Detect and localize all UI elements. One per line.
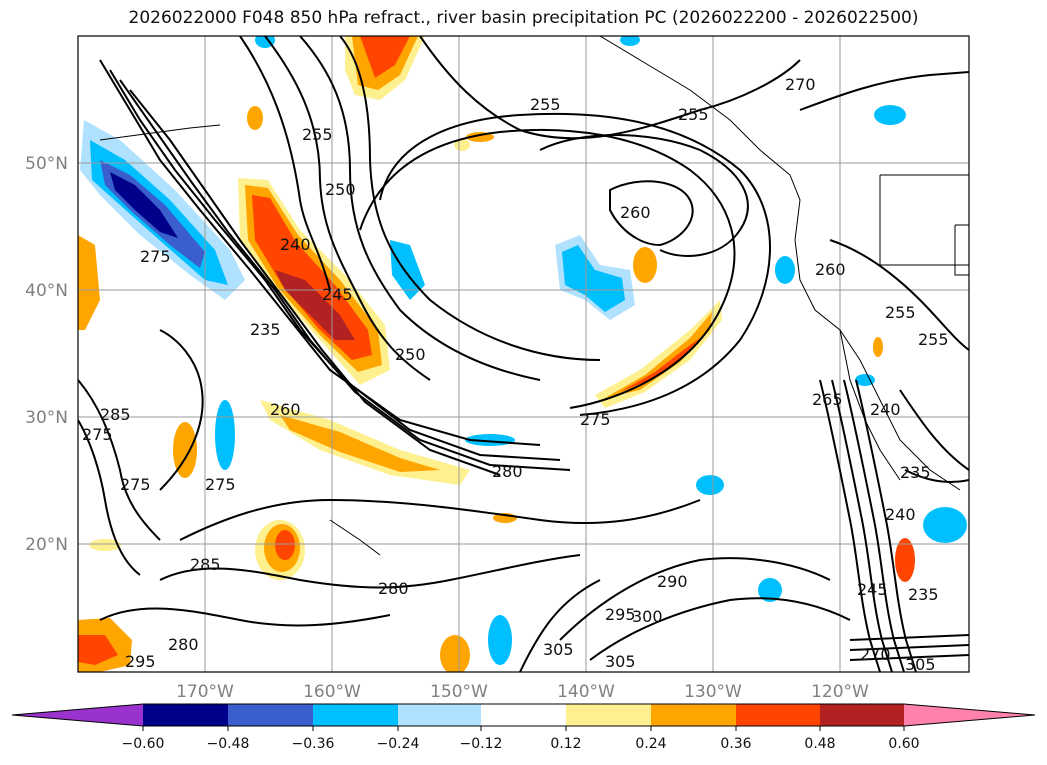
colorbar-extend-high xyxy=(904,704,1035,726)
svg-text:260: 260 xyxy=(815,260,846,279)
svg-text:295: 295 xyxy=(605,605,636,624)
svg-text:255: 255 xyxy=(678,105,709,124)
lon-label-140w: 140°W xyxy=(557,682,615,702)
colorbar-extend-low xyxy=(12,704,143,726)
precip-shading xyxy=(78,36,967,672)
lon-label-120w: 120°W xyxy=(811,682,869,702)
colorbar-tick: −0.12 xyxy=(460,736,503,752)
svg-text:305: 305 xyxy=(905,655,936,674)
svg-text:245: 245 xyxy=(322,285,353,304)
svg-text:275: 275 xyxy=(140,247,171,266)
colorbar-bin xyxy=(398,704,481,726)
svg-text:235: 235 xyxy=(250,320,281,339)
svg-text:270: 270 xyxy=(860,645,891,664)
colorbar-bin xyxy=(820,704,904,726)
svg-text:280: 280 xyxy=(378,579,409,598)
svg-text:265: 265 xyxy=(812,390,843,409)
colorbar-tick: −0.60 xyxy=(122,736,165,752)
svg-text:235: 235 xyxy=(900,463,931,482)
svg-text:305: 305 xyxy=(605,652,636,671)
svg-text:300: 300 xyxy=(632,607,663,626)
svg-text:260: 260 xyxy=(620,203,651,222)
lon-label-160w: 160°W xyxy=(303,682,361,702)
colorbar-tick: 0.60 xyxy=(888,736,919,752)
colorbar-tick: 0.48 xyxy=(804,736,835,752)
lon-label-170w: 170°W xyxy=(176,682,234,702)
lat-label-50n: 50°N xyxy=(25,154,68,174)
lat-label-30n: 30°N xyxy=(25,408,68,428)
svg-text:280: 280 xyxy=(168,635,199,654)
svg-text:250: 250 xyxy=(395,345,426,364)
svg-text:250: 250 xyxy=(325,180,356,199)
svg-text:255: 255 xyxy=(530,95,561,114)
svg-text:285: 285 xyxy=(190,555,221,574)
lat-label-20n: 20°N xyxy=(25,535,68,555)
svg-text:260: 260 xyxy=(270,400,301,419)
lat-label-40n: 40°N xyxy=(25,281,68,301)
colorbar-tick: 0.36 xyxy=(720,736,751,752)
map-title: 2026022000 F048 850 hPa refract., river … xyxy=(128,8,919,28)
svg-text:255: 255 xyxy=(302,125,333,144)
svg-text:245: 245 xyxy=(857,580,888,599)
latitude-labels: 50°N 40°N 30°N 20°N xyxy=(25,154,68,555)
lon-label-150w: 150°W xyxy=(430,682,488,702)
longitude-labels: 170°W 160°W 150°W 140°W 130°W 120°W xyxy=(176,682,869,702)
map-grid xyxy=(78,36,969,672)
colorbar-bin xyxy=(143,704,228,726)
colorbar-bin xyxy=(313,704,398,726)
colorbar-bin xyxy=(481,704,566,726)
lon-label-130w: 130°W xyxy=(684,682,742,702)
svg-text:275: 275 xyxy=(120,475,151,494)
colorbar-tick: −0.24 xyxy=(377,736,420,752)
svg-text:275: 275 xyxy=(580,410,611,429)
contour-labels: 270 255 255 255 250 260 240 245 235 250 … xyxy=(82,75,949,674)
refractivity-contours xyxy=(78,36,969,672)
svg-text:305: 305 xyxy=(543,640,574,659)
svg-text:235: 235 xyxy=(908,585,939,604)
svg-text:285: 285 xyxy=(100,405,131,424)
colorbar: −0.60 −0.48 −0.36 −0.24 −0.12 0.12 0.24 … xyxy=(11,703,1036,752)
colorbar-tick: 0.12 xyxy=(550,736,581,752)
colorbar-bin xyxy=(651,704,736,726)
colorbar-bin xyxy=(736,704,820,726)
svg-text:240: 240 xyxy=(280,235,311,254)
svg-text:295: 295 xyxy=(125,652,156,671)
map-frame xyxy=(77,35,970,673)
svg-text:280: 280 xyxy=(492,462,523,481)
svg-text:240: 240 xyxy=(885,505,916,524)
colorbar-bin xyxy=(566,704,651,726)
svg-text:270: 270 xyxy=(785,75,816,94)
svg-text:255: 255 xyxy=(885,303,916,322)
svg-text:275: 275 xyxy=(205,475,236,494)
map-area xyxy=(78,36,969,672)
colorbar-tick: −0.48 xyxy=(207,736,250,752)
colorbar-tick: 0.24 xyxy=(635,736,666,752)
colorbar-bin xyxy=(228,704,313,726)
colorbar-tick: −0.36 xyxy=(292,736,335,752)
svg-text:275: 275 xyxy=(82,425,113,444)
svg-text:240: 240 xyxy=(870,400,901,419)
svg-text:290: 290 xyxy=(657,572,688,591)
svg-text:255: 255 xyxy=(918,330,949,349)
